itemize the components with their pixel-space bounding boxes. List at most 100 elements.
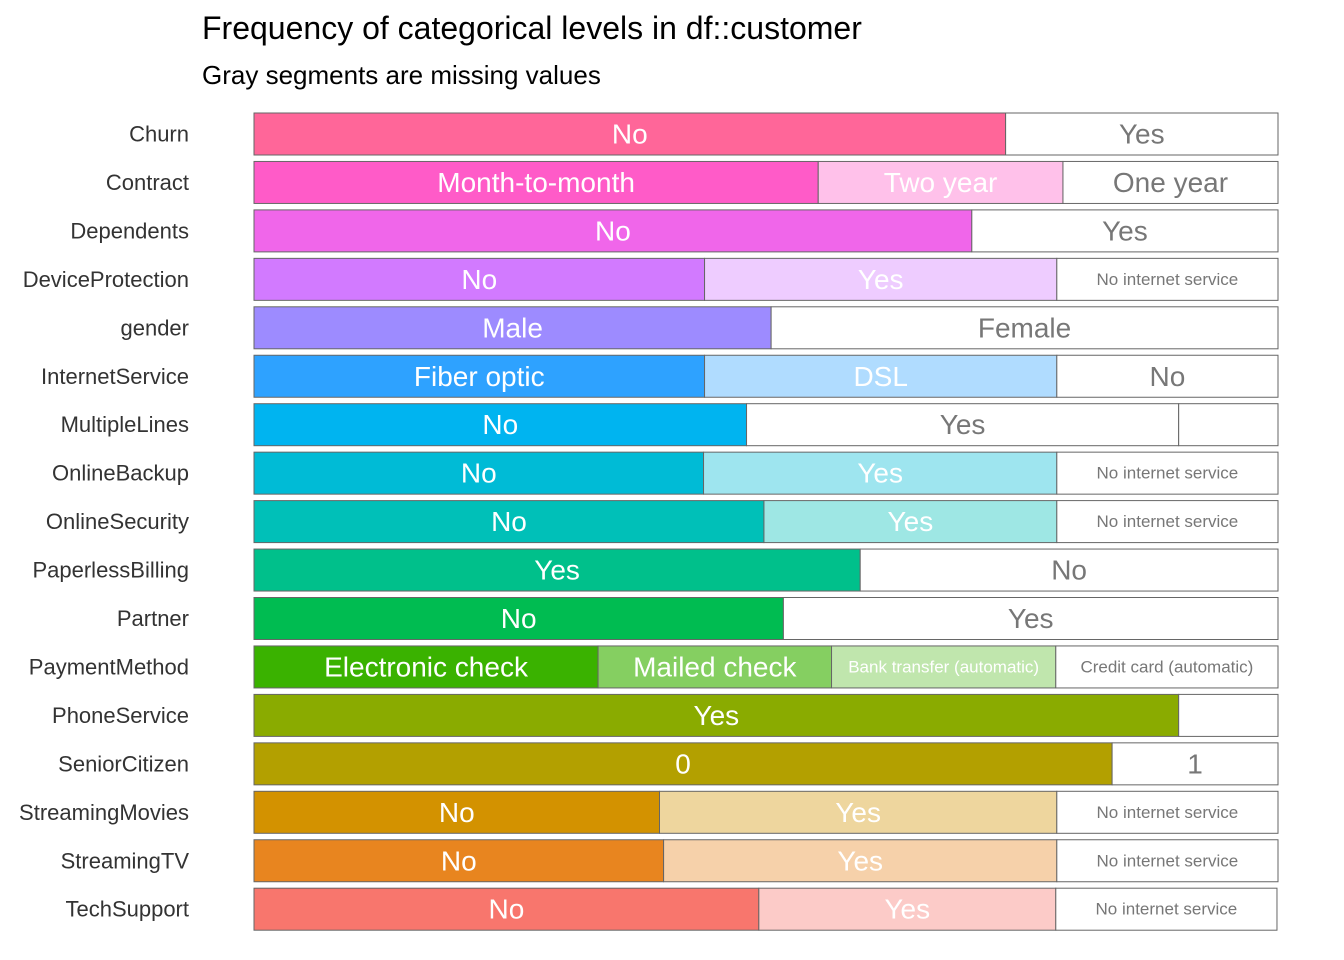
segment-label-onlinebackup-no: No	[461, 458, 497, 489]
segment-paymentmethod-credit-card-automatic	[1055, 645, 1279, 689]
row-label-seniorcitizen: SeniorCitizen	[58, 751, 189, 776]
segment-paymentmethod-mailed-check	[597, 645, 833, 689]
row-label-dependents: Dependents	[70, 218, 189, 243]
row-label-multiplelines: MultipleLines	[61, 412, 189, 437]
segment-phoneservice-yes	[253, 693, 1180, 737]
segment-label-paperlessbilling-yes: Yes	[534, 555, 580, 586]
segment-label-churn-yes: Yes	[1119, 119, 1165, 150]
segment-label-partner-yes: Yes	[1008, 603, 1054, 634]
segment-label-dependents-yes: Yes	[1102, 215, 1148, 246]
row-label-phoneservice: PhoneService	[52, 703, 189, 728]
segment-onlinesecurity-no-internet-service	[1056, 500, 1279, 544]
segment-label-seniorcitizen-0: 0	[675, 748, 691, 779]
segment-deviceprotection-yes	[704, 257, 1058, 301]
row-label-onlinebackup: OnlineBackup	[52, 461, 189, 486]
chart-subtitle: Gray segments are missing values	[202, 60, 601, 90]
segment-label-onlinesecurity-yes: Yes	[888, 506, 934, 537]
row-label-streamingmovies: StreamingMovies	[19, 800, 189, 825]
row-label-contract: Contract	[106, 170, 189, 195]
row-label-onlinesecurity: OnlineSecurity	[46, 509, 189, 534]
segment-label-onlinebackup-no-internet-service: No internet service	[1097, 464, 1239, 483]
segment-label-onlinesecurity-no: No	[491, 506, 527, 537]
segment-label-internetservice-dsl: DSL	[853, 361, 907, 392]
segment-label-internetservice-no: No	[1150, 361, 1186, 392]
segment-label-gender-female: Female	[978, 312, 1071, 343]
segment-label-partner-no: No	[501, 603, 537, 634]
segment-paymentmethod-bank-transfer-automatic	[831, 645, 1057, 689]
segment-label-onlinesecurity-no-internet-service: No internet service	[1097, 512, 1239, 531]
segment-streamingtv-no	[253, 839, 665, 883]
segment-label-techsupport-no: No	[489, 894, 525, 925]
segment-label-paymentmethod-mailed-check: Mailed check	[633, 651, 797, 682]
segment-label-dependents-no: No	[595, 215, 631, 246]
segment-internetservice-fiber-optic	[253, 354, 706, 398]
segment-churn-no	[253, 112, 1007, 156]
chart-title: Frequency of categorical levels in df::c…	[202, 10, 862, 46]
segment-phoneservice-missing	[1178, 693, 1279, 737]
segment-paperlessbilling-yes	[253, 548, 861, 592]
segment-label-streamingtv-yes: Yes	[837, 845, 883, 876]
segment-gender-female	[770, 306, 1279, 350]
segment-multiplelines-missing	[1178, 403, 1279, 447]
segment-label-deviceprotection-no-internet-service: No internet service	[1097, 270, 1239, 289]
segment-label-contract-month-to-month: Month-to-month	[437, 167, 635, 198]
segment-label-seniorcitizen-1: 1	[1187, 748, 1203, 779]
row-label-techsupport: TechSupport	[65, 897, 189, 922]
segment-techsupport-no	[253, 887, 760, 931]
segment-paymentmethod-electronic-check	[253, 645, 599, 689]
segment-label-internetservice-fiber-optic: Fiber optic	[414, 361, 545, 392]
segment-internetservice-dsl	[704, 354, 1058, 398]
segment-label-phoneservice-yes: Yes	[693, 700, 739, 731]
segment-partner-no	[253, 597, 784, 640]
segment-streamingmovies-yes	[659, 790, 1058, 834]
segment-label-streamingmovies-no-internet-service: No internet service	[1097, 803, 1239, 822]
segment-label-contract-two-year: Two year	[884, 167, 998, 198]
segment-paperlessbilling-no	[859, 548, 1279, 592]
segment-label-paymentmethod-bank-transfer-automatic: Bank transfer (automatic)	[848, 657, 1039, 676]
segment-label-techsupport-no-internet-service: No internet service	[1096, 900, 1238, 919]
segment-onlinebackup-no	[253, 451, 705, 495]
segment-label-streamingmovies-yes: Yes	[835, 797, 881, 828]
row-label-churn: Churn	[129, 122, 189, 147]
segment-onlinebackup-no-internet-service	[1056, 451, 1279, 495]
segment-techsupport-yes	[758, 887, 1057, 931]
segment-techsupport-no-internet-service	[1055, 887, 1278, 931]
segment-deviceprotection-no-internet-service	[1056, 257, 1279, 301]
segment-gender-male	[253, 306, 772, 350]
row-label-partner: Partner	[117, 606, 189, 631]
row-label-streamingtv: StreamingTV	[61, 848, 190, 873]
segment-seniorcitizen-0	[253, 742, 1113, 786]
segment-label-multiplelines-yes: Yes	[940, 409, 986, 440]
segment-contract-one-year	[1062, 160, 1279, 204]
segment-label-techsupport-yes: Yes	[884, 894, 930, 925]
segment-label-churn-no: No	[612, 119, 648, 150]
segment-dependents-no	[253, 209, 973, 253]
segment-label-paymentmethod-credit-card-automatic: Credit card (automatic)	[1080, 657, 1253, 676]
row-label-deviceprotection: DeviceProtection	[23, 267, 189, 292]
segment-label-deviceprotection-no: No	[461, 264, 497, 295]
row-label-paymentmethod: PaymentMethod	[29, 654, 189, 679]
segment-contract-two-year	[817, 160, 1064, 204]
segment-label-paymentmethod-electronic-check: Electronic check	[324, 651, 529, 682]
segment-streamingmovies-no-internet-service	[1056, 790, 1279, 834]
segment-label-contract-one-year: One year	[1113, 167, 1228, 198]
segment-label-multiplelines-no: No	[482, 409, 518, 440]
segment-onlinesecurity-no	[253, 500, 765, 544]
segment-label-streamingmovies-no: No	[439, 797, 475, 828]
row-label-internetservice: InternetService	[41, 364, 189, 389]
segment-streamingtv-no-internet-service	[1056, 839, 1279, 883]
segment-label-deviceprotection-yes: Yes	[858, 264, 904, 295]
segment-label-streamingtv-no-internet-service: No internet service	[1097, 851, 1239, 870]
segment-churn-yes	[1005, 112, 1279, 156]
row-label-paperlessbilling: PaperlessBilling	[32, 558, 189, 583]
segment-multiplelines-yes	[746, 403, 1180, 447]
segment-label-paperlessbilling-no: No	[1051, 555, 1087, 586]
segment-deviceprotection-no	[253, 257, 706, 301]
segment-label-onlinebackup-yes: Yes	[857, 458, 903, 489]
segment-internetservice-no	[1056, 354, 1279, 398]
row-label-gender: gender	[120, 315, 189, 340]
segment-dependents-yes	[971, 209, 1279, 253]
segment-streamingmovies-no	[253, 790, 661, 834]
segment-seniorcitizen-1	[1111, 742, 1279, 786]
